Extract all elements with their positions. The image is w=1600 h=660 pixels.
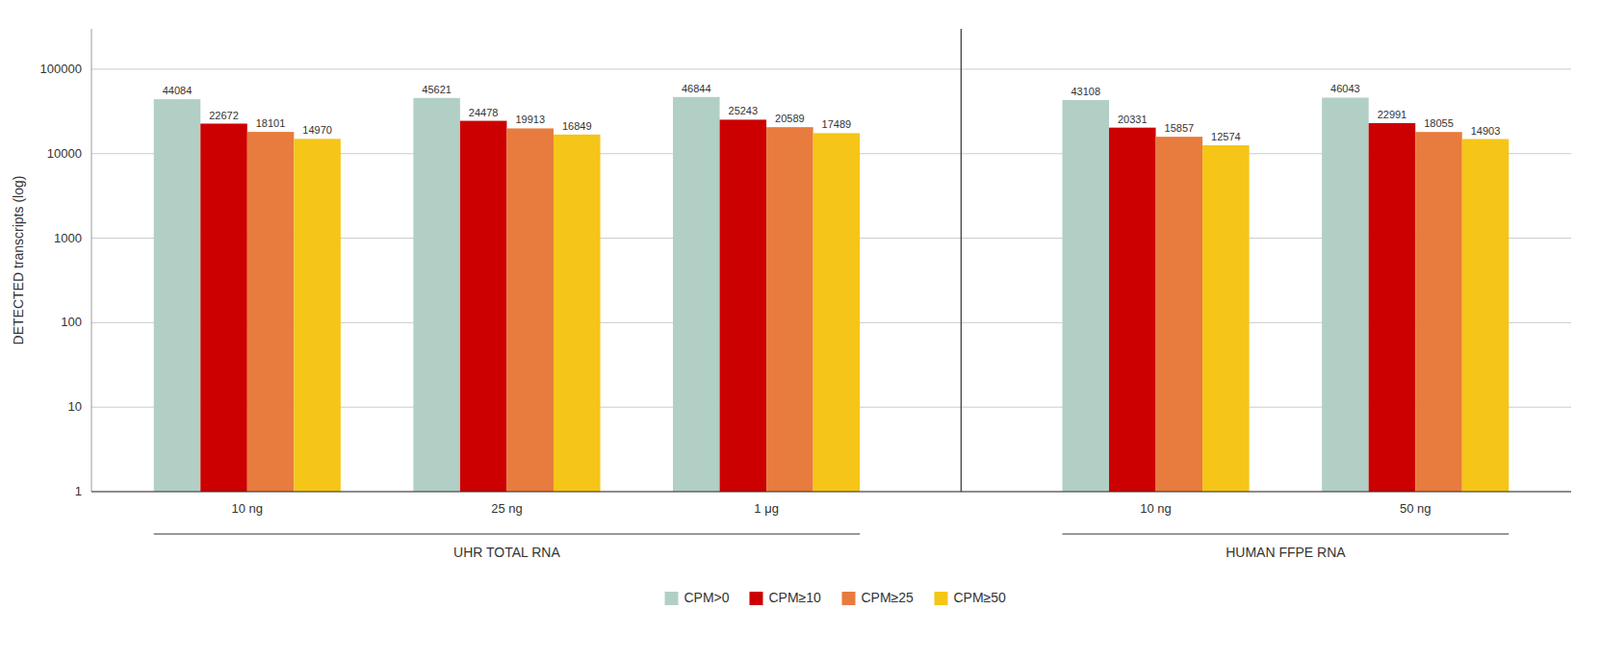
data-label: 15857 — [1164, 122, 1195, 134]
bar — [412, 98, 461, 492]
section-label: HUMAN FFPE RNA — [1225, 544, 1346, 561]
bar — [1321, 97, 1369, 492]
data-label: 14903 — [1470, 125, 1501, 137]
y-tick-label: 100000 — [40, 61, 82, 77]
y-axis-line — [91, 28, 93, 492]
data-label: 46844 — [681, 82, 712, 95]
legend-swatch — [665, 592, 679, 606]
data-labels: 44084 45621 46844 43108 46043 22672 24478 25243… — [162, 82, 1501, 143]
bar — [1415, 131, 1463, 492]
bar — [672, 97, 721, 492]
data-label: 20331 — [1117, 113, 1148, 126]
chart: 1 10 100 1000 10000 100000 DETECTED transcript… — [0, 0, 1600, 660]
section-line — [154, 533, 860, 535]
y-tick-label: 100 — [60, 314, 82, 330]
bar — [460, 121, 508, 492]
bar — [1061, 100, 1110, 492]
section-divider — [960, 28, 962, 492]
x-tick-label: 10 ng — [232, 501, 264, 517]
legend: CPM>0 CPM≥10 CPM≥25 CPM≥50 — [665, 590, 1007, 606]
bar — [1202, 145, 1250, 492]
data-label: 43108 — [1070, 85, 1101, 98]
bars — [154, 97, 1510, 492]
bar — [1368, 123, 1417, 492]
bar — [293, 138, 341, 492]
y-tick-label: 10 — [68, 399, 82, 414]
data-label: 20589 — [774, 112, 805, 125]
legend-label: CPM>0 — [684, 590, 730, 606]
data-label: 46043 — [1330, 82, 1361, 95]
section-line — [1061, 533, 1509, 535]
bar — [553, 134, 601, 492]
grid-line — [91, 491, 1572, 493]
bar — [154, 99, 202, 492]
x-tick-label: 1 μg — [753, 501, 779, 517]
legend-swatch — [842, 592, 856, 606]
data-label: 19913 — [515, 113, 545, 126]
bar — [1462, 139, 1510, 492]
bar — [200, 124, 248, 492]
bar — [506, 128, 554, 492]
legend-label: CPM≥25 — [861, 590, 915, 606]
data-label: 17489 — [822, 118, 852, 130]
data-label: 22991 — [1377, 108, 1408, 121]
grid-line — [91, 68, 1572, 70]
data-label: 18055 — [1423, 117, 1454, 130]
data-label: 25243 — [728, 104, 759, 117]
y-tick-label: 1 — [75, 484, 82, 499]
x-tick-label: 10 ng — [1139, 501, 1172, 517]
bar — [766, 127, 814, 492]
data-label: 14970 — [302, 124, 333, 136]
legend-swatch — [934, 592, 949, 606]
data-label: 22672 — [208, 109, 239, 122]
data-label: 12574 — [1211, 130, 1241, 143]
data-label: 24478 — [468, 106, 499, 119]
data-label: 16849 — [562, 120, 593, 132]
data-label: 45621 — [421, 83, 452, 96]
y-tick-label: 1000 — [53, 231, 82, 246]
bar — [1109, 128, 1157, 492]
bar — [720, 119, 768, 492]
data-label: 18101 — [256, 117, 286, 130]
legend-label: CPM≥10 — [769, 590, 823, 606]
x-tick-label: 50 ng — [1399, 501, 1432, 517]
legend-label: CPM≥50 — [954, 590, 1007, 606]
bar — [813, 132, 861, 492]
grid — [91, 69, 1572, 492]
section-label: UHR TOTAL RNA — [453, 544, 561, 561]
x-tick-label: 25 ng — [490, 501, 523, 517]
bar — [1156, 136, 1204, 492]
y-tick-label: 10000 — [47, 146, 82, 161]
legend-swatch — [749, 592, 764, 606]
bar — [247, 131, 295, 492]
y-axis-label: DETECTED transcripts (log) — [10, 176, 26, 346]
x-axis-line — [91, 490, 1572, 492]
data-label: 44084 — [162, 84, 193, 97]
